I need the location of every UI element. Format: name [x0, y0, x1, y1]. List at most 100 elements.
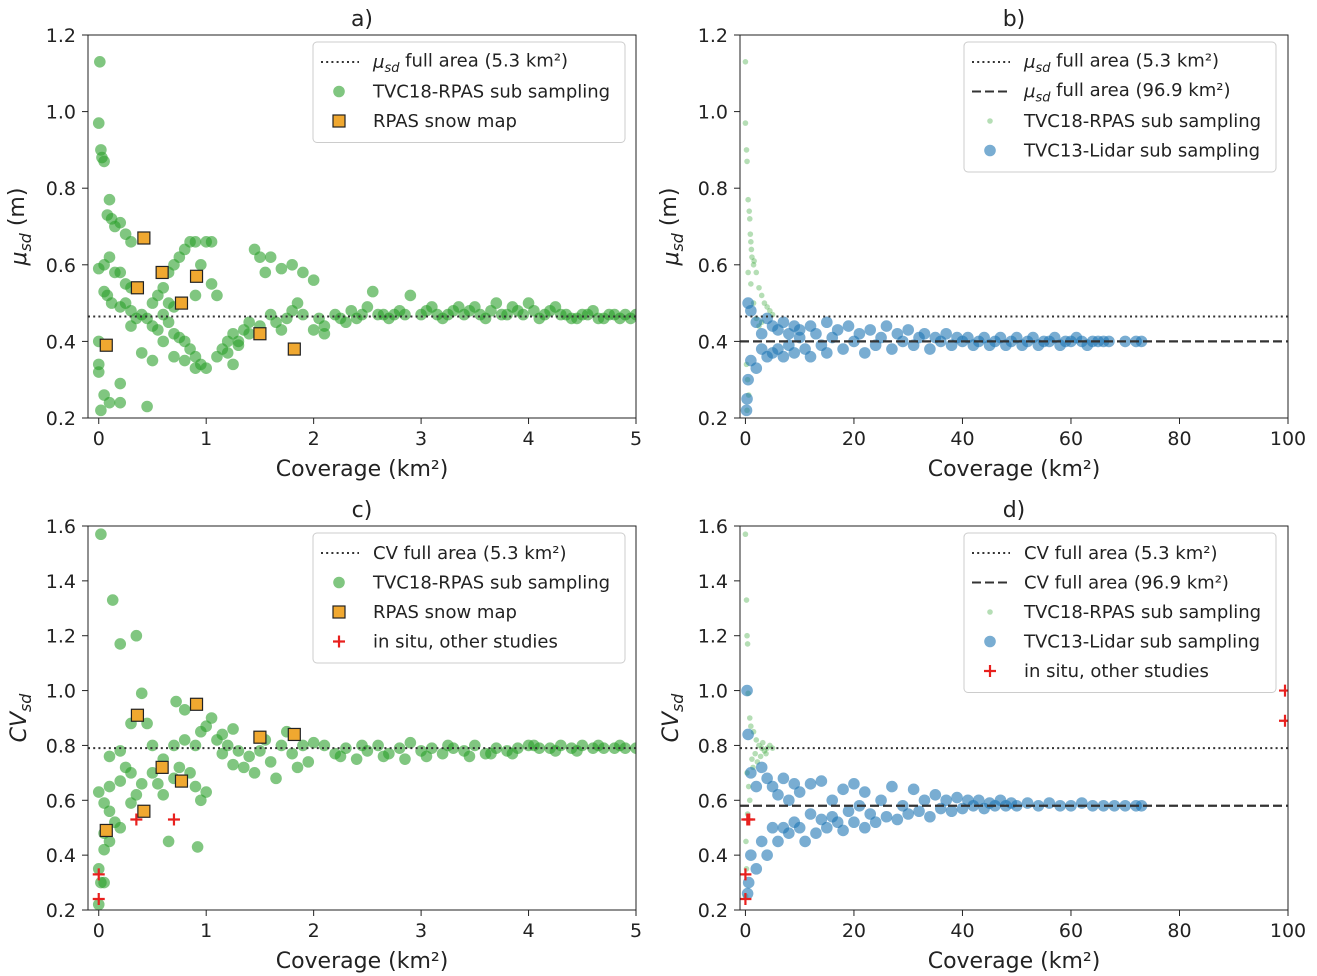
- x-axis-label: Coverage (km²): [276, 949, 449, 974]
- y-tick-label: 0.4: [698, 331, 728, 353]
- y-tick-label: 0.8: [698, 735, 728, 757]
- legend-entry-label: μsd full area (5.3 km²): [372, 50, 568, 75]
- x-tick-label: 60: [1059, 428, 1083, 450]
- data-point: [103, 251, 116, 263]
- data-point: [549, 301, 562, 313]
- data-point: [155, 265, 169, 280]
- data-point: [297, 739, 309, 752]
- data-point: [759, 739, 766, 746]
- data-point: [200, 786, 212, 798]
- data-point: [152, 778, 164, 790]
- data-point: [772, 789, 784, 801]
- chart-panel-1: a) 0 1 2 3 4 5 0.2 0.4 0.6 0.8 1.0 1.2 Coverage (km²)…: [5, 7, 642, 482]
- data-point: [388, 308, 401, 321]
- series-2: [741, 684, 1148, 900]
- data-point: [200, 720, 212, 733]
- panel-title: b): [1003, 7, 1026, 32]
- data-point: [404, 289, 417, 302]
- data-point: [98, 843, 110, 856]
- legend: μsd full area (5.3 km²) μsd full area (96…: [963, 41, 1277, 173]
- data-point: [837, 824, 849, 837]
- data-point: [114, 775, 127, 787]
- data-point: [103, 805, 116, 818]
- data-point: [291, 761, 304, 774]
- data-point: [1108, 799, 1121, 812]
- data-point: [750, 863, 763, 875]
- y-axis-label: μsd (m): [5, 188, 35, 267]
- data-point: [286, 747, 298, 760]
- data-point: [216, 728, 229, 741]
- data-point: [340, 742, 352, 754]
- data-point: [211, 289, 223, 302]
- data-point: [98, 876, 110, 889]
- data-point: [253, 730, 267, 744]
- data-point: [259, 266, 272, 279]
- data-point: [755, 761, 768, 774]
- data-point: [793, 324, 806, 336]
- data-point: [924, 343, 936, 355]
- data-point: [297, 308, 309, 321]
- data-point: [741, 887, 754, 900]
- data-point: [940, 327, 952, 340]
- data-point: [766, 780, 779, 793]
- data-point: [221, 347, 234, 359]
- data-point: [592, 739, 605, 752]
- x-tick-label: 1: [200, 428, 212, 450]
- data-point: [275, 739, 288, 752]
- y-tick-label: 0.8: [46, 178, 76, 200]
- data-point: [761, 772, 773, 785]
- data-point: [793, 786, 806, 798]
- data-point: [918, 794, 931, 807]
- data-point: [125, 797, 137, 809]
- data-point: [804, 778, 817, 790]
- legend-marker-swatch: [987, 609, 993, 615]
- legend-entry-label: TVC18-RPAS sub sampling: [372, 82, 610, 103]
- data-point: [742, 120, 749, 126]
- legend: CV full area (5.3 km²) TVC18-RPAS sub sam…: [312, 532, 626, 664]
- legend-marker-swatch: [333, 85, 345, 98]
- series-2: [99, 231, 301, 356]
- data-point: [763, 750, 769, 757]
- data-point: [918, 327, 931, 340]
- data-point: [777, 316, 790, 329]
- data-point: [902, 808, 914, 820]
- data-point: [334, 312, 347, 325]
- y-tick-label: 1.2: [698, 626, 728, 648]
- data-point: [167, 813, 180, 826]
- data-point: [743, 147, 750, 153]
- data-point: [951, 791, 963, 804]
- legend-entry-label: μsd full area (5.3 km²): [1023, 50, 1219, 75]
- data-point: [334, 750, 347, 763]
- data-point: [103, 780, 116, 793]
- data-point: [831, 816, 844, 829]
- x-tick-label: 3: [415, 920, 427, 942]
- data-point: [886, 780, 898, 793]
- data-point: [750, 316, 763, 329]
- data-point: [485, 304, 497, 317]
- data-point: [742, 728, 754, 741]
- data-point: [815, 813, 828, 826]
- data-point: [592, 312, 605, 325]
- data-point: [135, 347, 148, 359]
- data-point: [761, 748, 768, 754]
- data-point: [864, 324, 877, 336]
- data-point: [318, 739, 331, 752]
- data-point: [189, 236, 202, 248]
- chart-panel-4: d) 0 20 40 60 80 100 0.2 0.4 0.6 0.8 1.0 1.2 1.4 1.6 Co…: [659, 498, 1306, 974]
- data-point: [788, 347, 801, 359]
- data-point: [1032, 799, 1045, 812]
- x-tick-label: 100: [1270, 428, 1306, 450]
- data-point: [1097, 799, 1110, 812]
- data-point: [740, 868, 752, 881]
- legend-entry-label: μsd full area (96.9 km²): [1023, 80, 1231, 105]
- data-point: [767, 742, 773, 749]
- panel-title: c): [352, 498, 373, 523]
- y-tick-label: 1.0: [698, 102, 728, 124]
- x-tick-label: 4: [523, 428, 535, 450]
- data-point: [1043, 797, 1056, 809]
- series-2: [740, 297, 1148, 417]
- data-point: [752, 750, 758, 757]
- data-point: [195, 259, 207, 271]
- data-point: [141, 400, 153, 413]
